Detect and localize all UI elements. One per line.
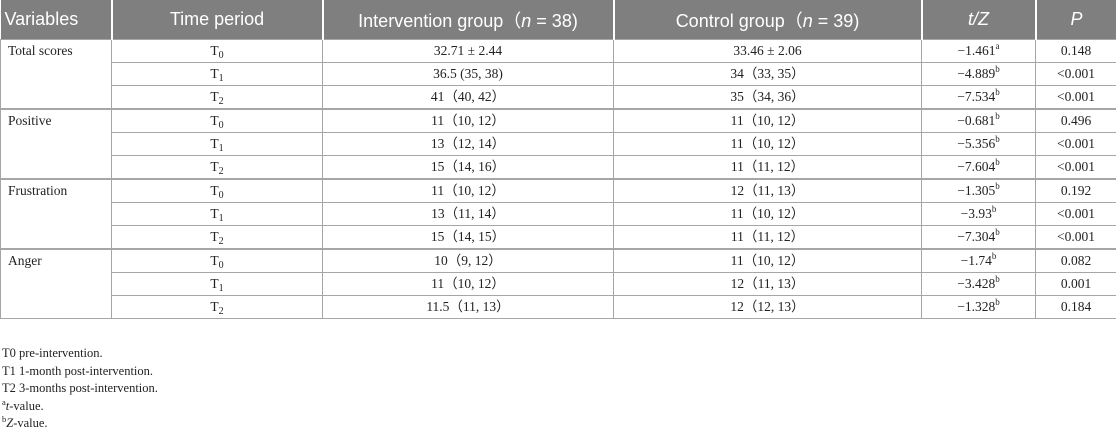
- variable-name: Frustration: [0, 178, 112, 250]
- variable-name: Positive: [0, 108, 112, 180]
- tz-cell: −1.328b: [921, 295, 1036, 319]
- p-cell: <0.001: [1035, 132, 1116, 156]
- tz-cell: −4.889b: [921, 62, 1036, 86]
- tz-cell: −3.93b: [921, 202, 1036, 226]
- time-period-cell: T1: [111, 132, 323, 156]
- table-row: Frustration T0 11（10, 12） 12（11, 13） −1.305b…: [0, 178, 1116, 250]
- control-cell: 11（10, 12）: [613, 248, 922, 273]
- time-period-cell: T2: [111, 295, 323, 319]
- p-cell: <0.001: [1035, 202, 1116, 226]
- tz-cell: −5.356b: [921, 132, 1036, 156]
- p-cell: <0.001: [1035, 155, 1116, 180]
- control-cell: 11（11, 12）: [613, 155, 922, 180]
- intervention-cell: 36.5 (35, 38): [322, 62, 614, 86]
- intervention-cell: 13（11, 14）: [322, 202, 614, 226]
- p-cell: 0.001: [1035, 272, 1116, 296]
- control-cell: 34（33, 35）: [613, 62, 922, 86]
- intervention-cell: 11.5（11, 13）: [322, 295, 614, 319]
- intervention-cell: 15（14, 16）: [322, 155, 614, 180]
- intervention-cell: 13（12, 14）: [322, 132, 614, 156]
- tz-cell: −1.461a: [921, 39, 1036, 63]
- time-period-cell: T0: [111, 108, 323, 133]
- table-row: T2 41（40, 42） 35（34, 36） −7.534b <0.001: [1, 85, 1116, 110]
- table-footnotes: T0 pre-intervention. T1 1-month post-int…: [2, 345, 158, 433]
- intervention-cell: 11（10, 12）: [322, 108, 614, 133]
- variable-name: Total scores: [0, 39, 112, 110]
- control-cell: 12（12, 13）: [613, 295, 922, 319]
- tz-cell: −1.74b: [921, 248, 1036, 273]
- intervention-cell: 11（10, 12）: [322, 178, 614, 203]
- table-row: T1 11（10, 12） 12（11, 13） −3.428b 0.001: [1, 272, 1116, 296]
- control-cell: 11（11, 12）: [613, 225, 922, 250]
- header-intervention-group: Intervention group（n = 38): [321, 0, 614, 40]
- tz-cell: −1.305b: [921, 178, 1036, 203]
- table-row: Anger T0 10（9, 12） 11（10, 12） −1.74b 0.082: [0, 248, 1116, 319]
- table-row: T1 13（12, 14） 11（10, 12） −5.356b <0.001: [1, 132, 1116, 156]
- time-period-cell: T0: [111, 178, 323, 203]
- table-row: Positive T0 11（10, 12） 11（10, 12） −0.681b 0.4…: [0, 108, 1116, 180]
- intervention-cell: 15（14, 15）: [322, 225, 614, 250]
- p-cell: <0.001: [1035, 85, 1116, 110]
- control-cell: 11（10, 12）: [613, 108, 922, 133]
- tz-cell: −3.428b: [921, 272, 1036, 296]
- variable-name: Anger: [0, 248, 112, 319]
- time-period-cell: T1: [111, 202, 323, 226]
- control-cell: 11（10, 12）: [613, 202, 922, 226]
- footnote-t0: T0 pre-intervention.: [2, 346, 103, 360]
- time-period-cell: T2: [111, 85, 323, 110]
- intervention-cell: 32.71 ± 2.44: [322, 39, 614, 63]
- table-row: Total scores T0 32.71 ± 2.44 33.46 ± 2.06 −1…: [0, 39, 1116, 110]
- time-period-cell: T2: [111, 225, 323, 250]
- header-tz: t/Z: [920, 0, 1036, 40]
- header-control-group: Control group（n = 39): [612, 0, 922, 40]
- p-cell: 0.192: [1035, 178, 1116, 203]
- p-cell: 0.082: [1035, 248, 1116, 273]
- time-period-cell: T0: [111, 39, 323, 63]
- table-row: T2 15（14, 16） 11（11, 12） −7.604b <0.001: [1, 155, 1116, 180]
- header-row: Variables Time period Intervention group…: [0, 0, 1116, 40]
- control-cell: 11（10, 12）: [613, 132, 922, 156]
- intervention-cell: 10（9, 12）: [322, 248, 614, 273]
- time-period-cell: T2: [111, 155, 323, 180]
- tz-cell: −7.534b: [921, 85, 1036, 110]
- p-cell: 0.184: [1035, 295, 1116, 319]
- header-p: P: [1034, 0, 1116, 40]
- tz-cell: −0.681b: [921, 108, 1036, 133]
- intervention-cell: 41（40, 42）: [322, 85, 614, 110]
- intervention-cell: 11（10, 12）: [322, 272, 614, 296]
- tz-cell: −7.304b: [921, 225, 1036, 250]
- control-cell: 12（11, 13）: [613, 272, 922, 296]
- time-period-cell: T1: [111, 272, 323, 296]
- footnote-t2: T2 3-months post-intervention.: [2, 381, 158, 395]
- p-cell: 0.148: [1035, 39, 1116, 63]
- p-cell: <0.001: [1035, 225, 1116, 250]
- time-period-cell: T0: [111, 248, 323, 273]
- footnote-b: bZ-value.: [2, 414, 48, 430]
- control-cell: 33.46 ± 2.06: [613, 39, 922, 63]
- table-row: T2 11.5（11, 13） 12（12, 13） −1.328b 0.184: [1, 295, 1116, 319]
- control-cell: 12（11, 13）: [613, 178, 922, 203]
- table-row: T2 15（14, 15） 11（11, 12） −7.304b <0.001: [1, 225, 1116, 250]
- header-time-period: Time period: [110, 0, 323, 40]
- table-row: T1 13（11, 14） 11（10, 12） −3.93b <0.001: [1, 202, 1116, 226]
- footnote-a: at-value.: [2, 396, 44, 413]
- header-variables: Variables: [0, 0, 112, 40]
- control-cell: 35（34, 36）: [613, 85, 922, 110]
- table-row: T1 36.5 (35, 38) 34（33, 35） −4.889b <0.001: [1, 62, 1116, 86]
- tz-cell: −7.604b: [921, 155, 1036, 180]
- results-table: Variables Time period Intervention group…: [0, 0, 1116, 319]
- p-cell: 0.496: [1035, 108, 1116, 133]
- footnote-t1: T1 1-month post-intervention.: [2, 363, 154, 378]
- p-cell: <0.001: [1035, 62, 1116, 86]
- time-period-cell: T1: [111, 62, 323, 86]
